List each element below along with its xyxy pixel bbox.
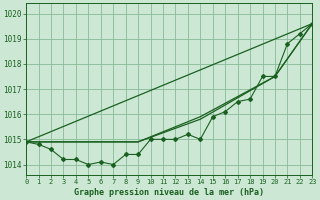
X-axis label: Graphe pression niveau de la mer (hPa): Graphe pression niveau de la mer (hPa) xyxy=(74,188,264,197)
